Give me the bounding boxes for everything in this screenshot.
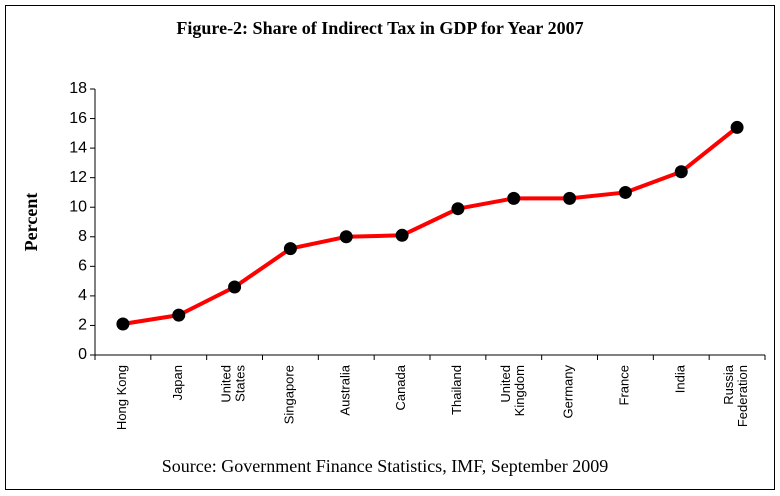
y-tick-label: 2 [78, 317, 87, 334]
source-note: Source: Government Finance Statistics, I… [162, 456, 608, 476]
x-tick-label: Hong Kong [114, 365, 129, 430]
point-marker [451, 202, 465, 216]
y-axis-label: Percent [21, 193, 41, 252]
y-tick-label: 14 [69, 139, 87, 156]
x-tick-label: Australia [338, 364, 353, 415]
chart-border [5, 5, 775, 490]
point-marker [116, 317, 130, 331]
point-marker [339, 230, 353, 244]
line-series [122, 125, 739, 326]
point-marker [730, 120, 744, 134]
chart-title: Figure-2: Share of Indirect Tax in GDP f… [176, 18, 583, 38]
x-tick-label: Japan [170, 365, 185, 400]
point-marker [674, 165, 688, 179]
y-tick-label: 0 [78, 346, 87, 363]
point-marker [228, 280, 242, 294]
x-tick-label: RussiaFederation [722, 364, 751, 427]
x-tick-label: UnitedStates [219, 365, 248, 403]
y-tick-label: 16 [69, 110, 87, 127]
y-tick-label: 8 [78, 228, 87, 245]
y-tick-label: 10 [69, 198, 87, 215]
y-tick-label: 12 [69, 169, 87, 186]
y-tick-label: 4 [78, 287, 87, 304]
point-marker [507, 191, 521, 205]
point-marker [172, 308, 186, 322]
x-tick-label: India [673, 364, 688, 393]
point-marker [283, 242, 297, 256]
y-tick-label: 18 [69, 80, 87, 97]
point-marker [563, 191, 577, 205]
x-tick-label: Singapore [282, 365, 297, 424]
x-tick-label: Germany [561, 365, 576, 419]
point-marker [618, 185, 632, 199]
x-tick-label: UnitedKingdom [498, 365, 527, 416]
x-tick-label: France [617, 365, 632, 405]
x-tick-label: Thailand [449, 365, 464, 415]
point-marker [395, 228, 409, 242]
y-tick-label: 6 [78, 258, 87, 275]
x-tick-label: Canada [394, 364, 409, 410]
